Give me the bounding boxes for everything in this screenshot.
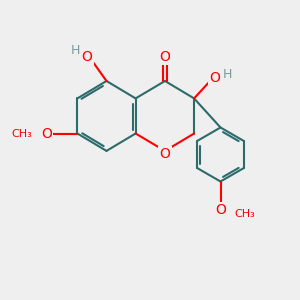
Text: H: H [222, 68, 232, 81]
Text: CH₃: CH₃ [234, 209, 255, 219]
Text: O: O [215, 203, 226, 217]
Text: O: O [160, 147, 170, 161]
Text: H: H [71, 44, 81, 57]
Text: CH₃: CH₃ [11, 129, 32, 140]
Text: O: O [82, 50, 92, 64]
Text: O: O [160, 50, 170, 64]
Text: O: O [210, 71, 220, 85]
Text: O: O [41, 127, 52, 140]
